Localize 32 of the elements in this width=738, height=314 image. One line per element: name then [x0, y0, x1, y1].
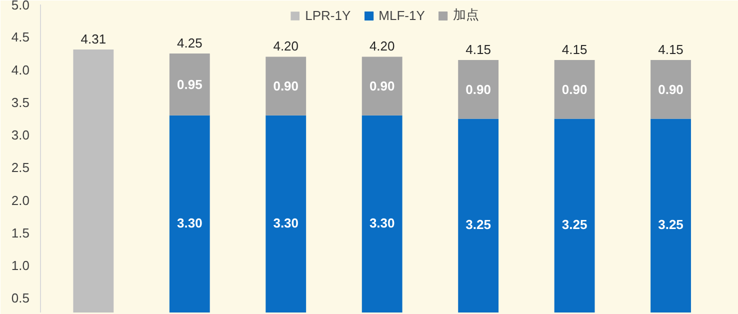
y-tick-label: 3.5	[11, 94, 30, 110]
data-label: 3.30	[176, 216, 202, 231]
y-tick-label: 3.0	[11, 128, 30, 143]
y-tick-label: 1.0	[11, 258, 30, 274]
data-label: 3.30	[273, 216, 299, 231]
data-label: 0.90	[562, 82, 588, 97]
total-label: 4.25	[176, 35, 202, 50]
total-label: 4.20	[273, 38, 299, 54]
data-label: 0.90	[466, 82, 491, 97]
data-label: 3.25	[466, 217, 491, 232]
y-tick-label: 2.0	[11, 192, 30, 208]
total-label: 4.15	[562, 42, 588, 57]
data-label: 0.90	[369, 78, 395, 94]
y-tick-label: 1.5	[11, 225, 30, 240]
data-label: 3.25	[658, 217, 684, 232]
y-tick-label: 2.5	[11, 160, 30, 176]
data-label: 0.90	[273, 78, 299, 94]
legend-label: MLF-1Y	[378, 8, 425, 22]
data-label: 3.25	[562, 217, 588, 232]
legend-label: LPR-1Y	[305, 8, 351, 22]
data-label: 3.30	[369, 216, 395, 231]
y-tick-label: 4.5	[11, 30, 30, 45]
data-label: 0.95	[176, 76, 202, 92]
total-label: 4.31	[80, 32, 106, 47]
data-label: 0.90	[658, 82, 684, 97]
y-tick-label: 5.0	[11, 0, 30, 12]
total-label: 4.15	[466, 42, 491, 57]
y-tick-label: 0.5	[11, 290, 30, 306]
total-label: 4.20	[369, 38, 395, 54]
y-tick-label: 4.0	[11, 62, 30, 78]
total-label: 4.15	[658, 42, 684, 57]
legend-label: 加点	[452, 6, 479, 24]
